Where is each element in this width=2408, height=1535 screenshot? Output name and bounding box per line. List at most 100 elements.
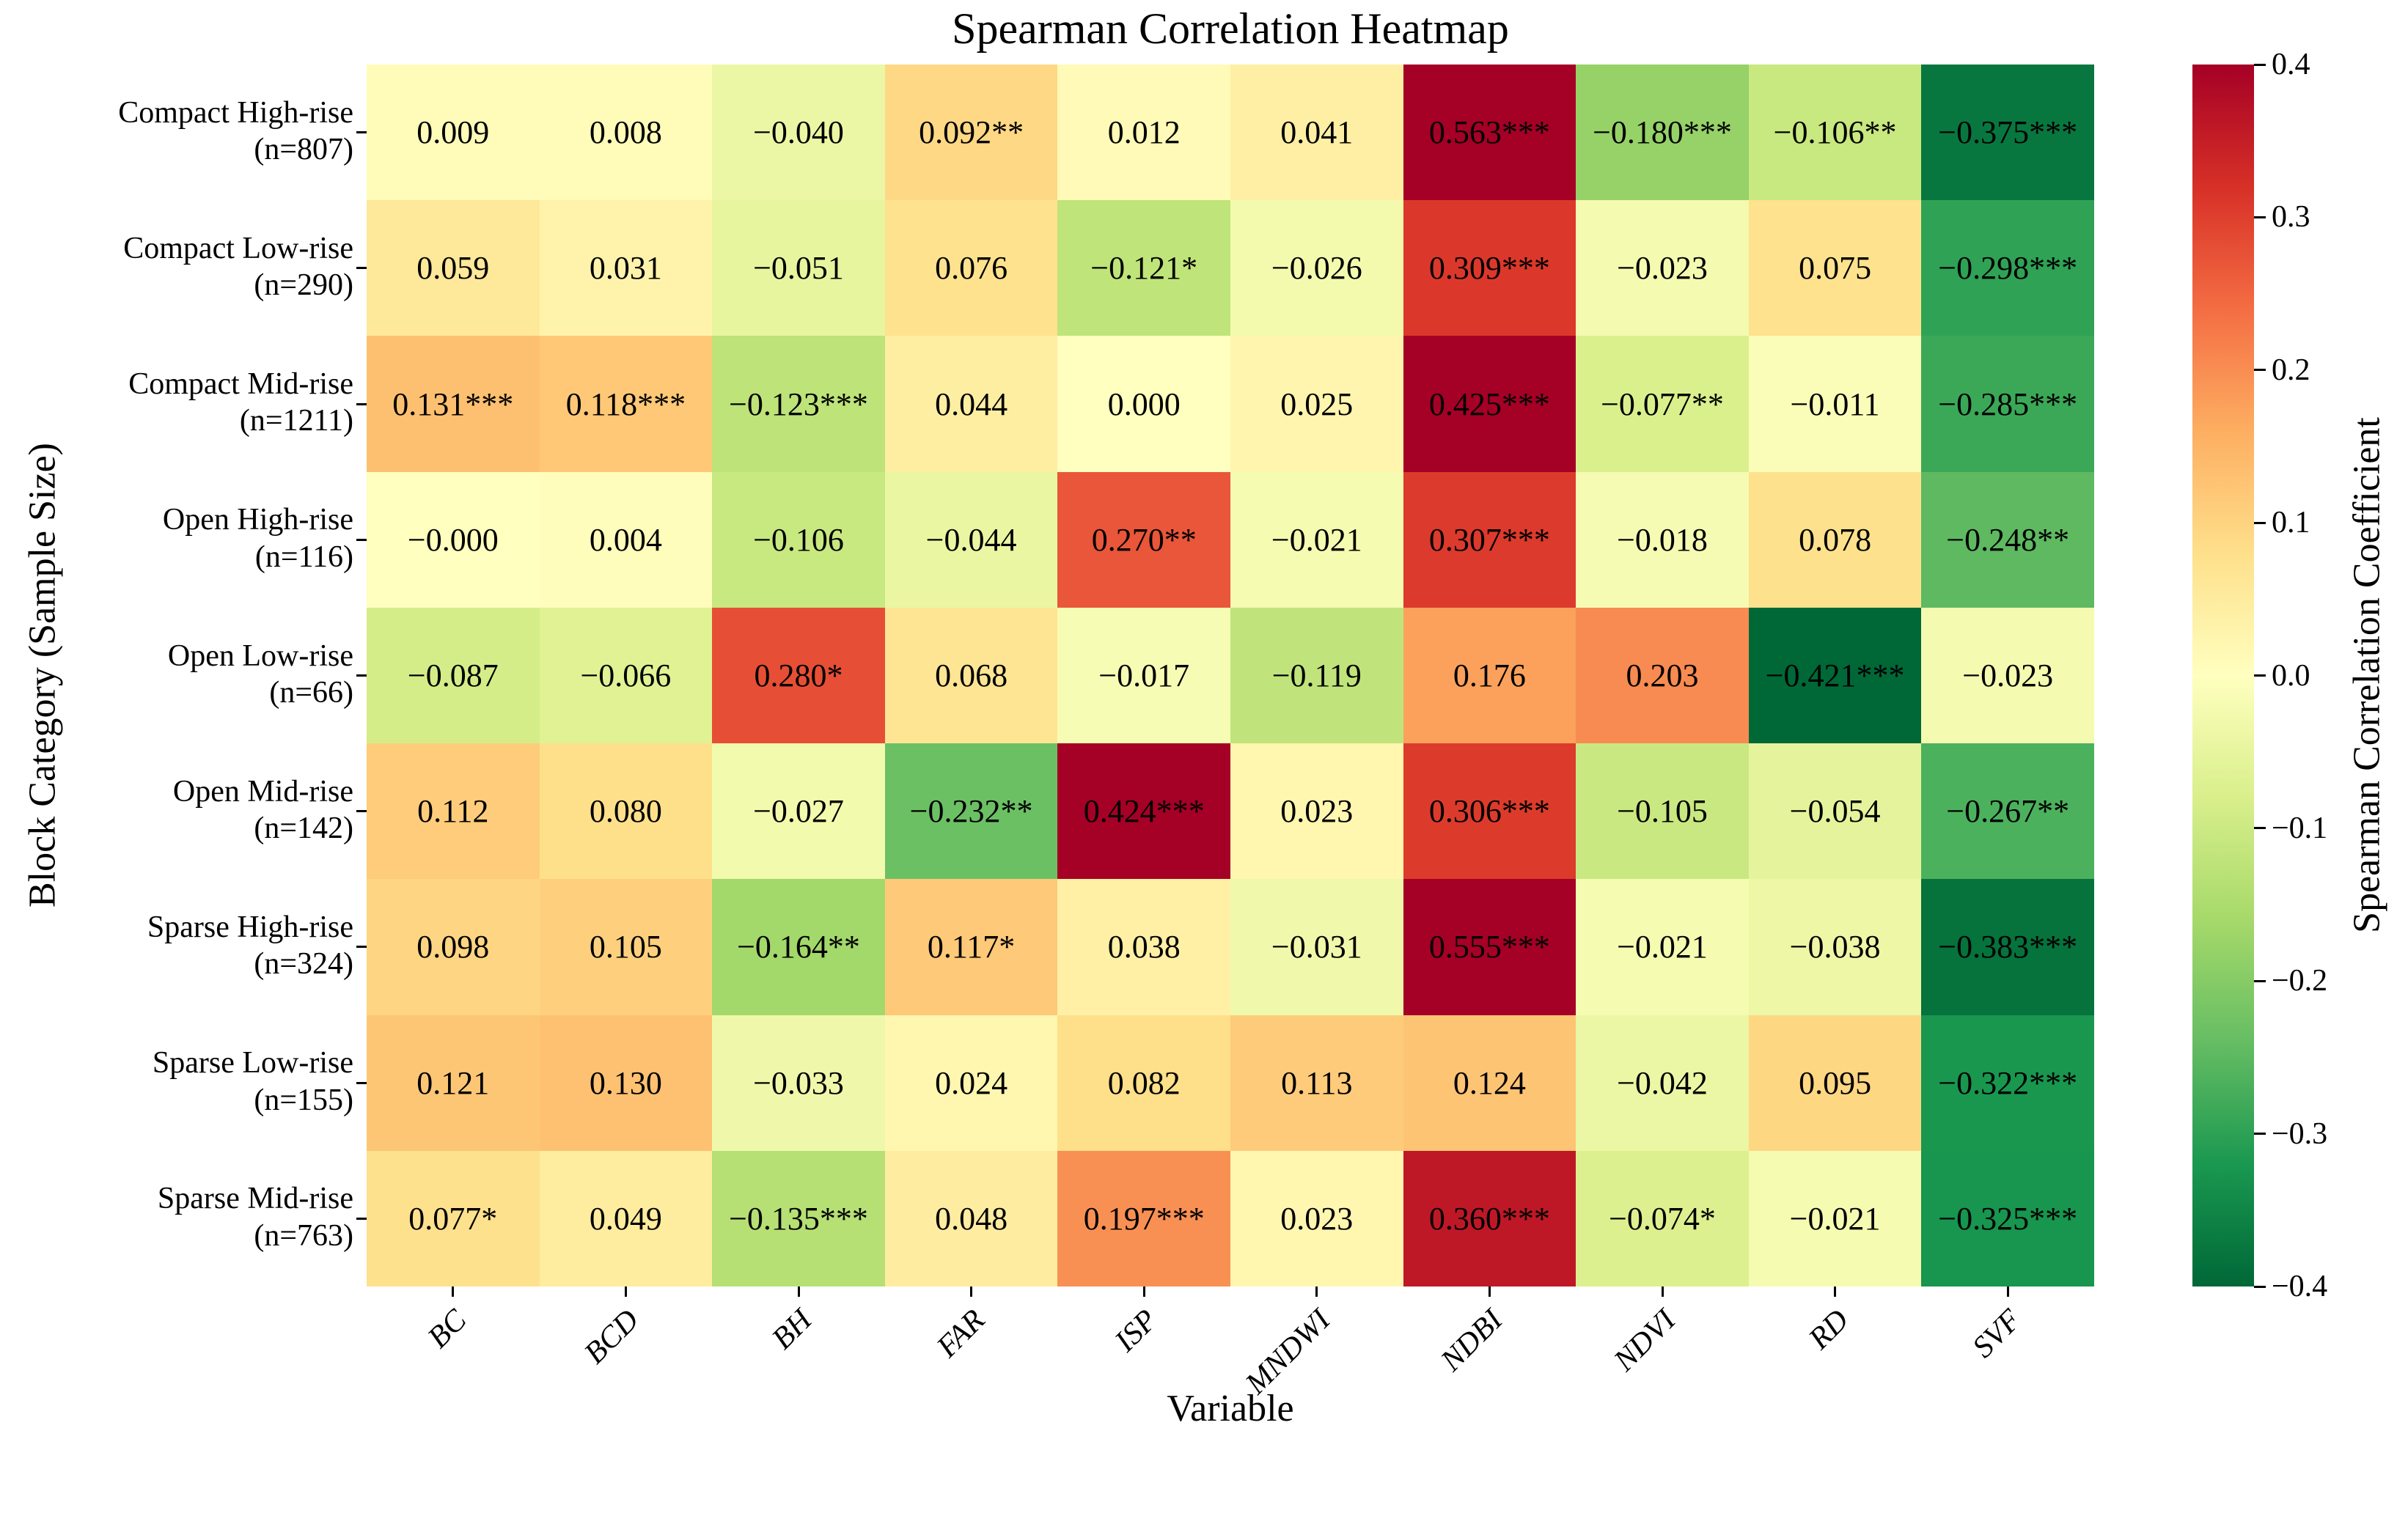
heatmap-cell: 0.360*** bbox=[1403, 1150, 1576, 1286]
colorbar-tick-label: −0.3 bbox=[2272, 1116, 2328, 1151]
heatmap-cell: −0.027 bbox=[712, 743, 885, 880]
heatmap-cell: 0.076 bbox=[884, 200, 1058, 336]
colorbar-tick-label: −0.4 bbox=[2272, 1270, 2328, 1303]
heatmap-cell: 0.024 bbox=[884, 1015, 1058, 1151]
y-tick-label: Sparse Mid-rise (n=763) bbox=[157, 1182, 353, 1253]
heatmap-cell: 0.309*** bbox=[1403, 200, 1576, 336]
heatmap-cell: 0.068 bbox=[884, 607, 1058, 744]
tick-mark bbox=[356, 402, 367, 405]
heatmap-cell: −0.023 bbox=[1921, 607, 2094, 744]
heatmap-grid: 0.009 0.008 −0.040 0.092** 0.012 0.041 0.563**… bbox=[367, 65, 2094, 1286]
tick-mark bbox=[2006, 1286, 2009, 1297]
tick-mark bbox=[2254, 63, 2266, 66]
heatmap-cell: −0.135*** bbox=[712, 1150, 885, 1286]
heatmap-cell: −0.121* bbox=[1057, 200, 1230, 336]
heatmap-cell: 0.041 bbox=[1230, 65, 1403, 201]
figure: Spearman Correlation Heatmap Block Categ… bbox=[21, 4, 2388, 1429]
heatmap-cell: −0.021 bbox=[1576, 879, 1749, 1015]
heatmap-cell: −0.031 bbox=[1230, 879, 1403, 1015]
heatmap-cell: −0.087 bbox=[367, 607, 540, 744]
heatmap-cell: 0.012 bbox=[1057, 65, 1230, 201]
heatmap-cell: 0.118*** bbox=[539, 336, 713, 472]
heatmap-cell: −0.180*** bbox=[1576, 65, 1749, 201]
heatmap-cell: 0.008 bbox=[539, 65, 713, 201]
heatmap-cell: 0.203 bbox=[1576, 607, 1749, 744]
colorbar-tick-label: 0.3 bbox=[2272, 200, 2310, 235]
tick-mark bbox=[2254, 674, 2266, 677]
heatmap-cell: −0.018 bbox=[1576, 471, 1749, 608]
heatmap-cell: 0.059 bbox=[367, 200, 540, 336]
heatmap-cell: 0.424*** bbox=[1057, 743, 1230, 880]
colorbar-tick-label: 0.0 bbox=[2272, 658, 2310, 693]
chart-title: Spearman Correlation Heatmap bbox=[952, 4, 1509, 53]
colorbar-tick-label: −0.1 bbox=[2272, 811, 2328, 845]
colorbar-tick-label: 0.2 bbox=[2272, 353, 2310, 387]
heatmap-cell: 0.306*** bbox=[1403, 743, 1576, 880]
heatmap-cell: 0.080 bbox=[539, 743, 713, 880]
tick-mark bbox=[2254, 216, 2266, 218]
heatmap-cell: 0.031 bbox=[539, 200, 713, 336]
heatmap-cell: 0.307*** bbox=[1403, 471, 1576, 608]
heatmap-cell: −0.322*** bbox=[1921, 1015, 2094, 1151]
heatmap-cell: −0.066 bbox=[539, 607, 713, 744]
heatmap-cell: −0.033 bbox=[712, 1015, 885, 1151]
heatmap-cell: −0.232** bbox=[884, 743, 1058, 880]
heatmap-cell: 0.098 bbox=[367, 879, 540, 1015]
heatmap-cell: 0.130 bbox=[539, 1015, 713, 1151]
tick-mark bbox=[1834, 1286, 1837, 1297]
colorbar-tick-label: −0.2 bbox=[2272, 964, 2328, 998]
heatmap-cell: 0.425*** bbox=[1403, 336, 1576, 472]
heatmap-cell: 0.004 bbox=[539, 471, 713, 608]
colorbar-tick-label: 0.4 bbox=[2272, 48, 2310, 81]
heatmap-cell: 0.092** bbox=[884, 65, 1058, 201]
heatmap-cell: −0.044 bbox=[884, 471, 1058, 608]
heatmap-cell: 0.563*** bbox=[1403, 65, 1576, 201]
heatmap-cell: −0.248** bbox=[1921, 471, 2094, 608]
tick-mark bbox=[624, 1286, 627, 1297]
heatmap-cell: −0.021 bbox=[1748, 1150, 1922, 1286]
y-tick-label: Compact Mid-rise (n=1211) bbox=[128, 367, 353, 438]
heatmap-cell: 0.025 bbox=[1230, 336, 1403, 472]
heatmap-cell: −0.023 bbox=[1576, 200, 1749, 336]
heatmap-cell: −0.051 bbox=[712, 200, 885, 336]
y-tick-label: Sparse Low-rise (n=155) bbox=[152, 1046, 353, 1117]
tick-mark bbox=[356, 267, 367, 270]
heatmap-cell: 0.197*** bbox=[1057, 1150, 1230, 1286]
tick-mark bbox=[356, 1081, 367, 1084]
heatmap-cell: 0.082 bbox=[1057, 1015, 1230, 1151]
tick-mark bbox=[356, 946, 367, 949]
heatmap-cell: −0.021 bbox=[1230, 471, 1403, 608]
heatmap-cell: 0.048 bbox=[884, 1150, 1058, 1286]
heatmap-cell: −0.105 bbox=[1576, 743, 1749, 880]
x-axis-label: Variable bbox=[1167, 1388, 1294, 1429]
heatmap-cell: −0.164** bbox=[712, 879, 885, 1015]
tick-mark bbox=[2254, 369, 2266, 372]
tick-mark bbox=[2254, 827, 2266, 830]
heatmap-cell: 0.075 bbox=[1748, 200, 1922, 336]
heatmap-cell: −0.106 bbox=[712, 471, 885, 608]
heatmap-cell: 0.131*** bbox=[367, 336, 540, 472]
heatmap-cell: 0.095 bbox=[1748, 1015, 1922, 1151]
tick-mark bbox=[2254, 1133, 2266, 1135]
heatmap-cell: −0.285*** bbox=[1921, 336, 2094, 472]
heatmap-cell: 0.049 bbox=[539, 1150, 713, 1286]
tick-mark bbox=[1488, 1286, 1491, 1297]
heatmap-cell: 0.124 bbox=[1403, 1015, 1576, 1151]
heatmap-cell: −0.077** bbox=[1576, 336, 1749, 472]
heatmap-cell: 0.044 bbox=[884, 336, 1058, 472]
heatmap-cell: 0.176 bbox=[1403, 607, 1576, 744]
tick-mark bbox=[356, 810, 367, 813]
heatmap-cell: −0.042 bbox=[1576, 1015, 1749, 1151]
tick-mark bbox=[970, 1286, 973, 1297]
y-tick-label: Sparse High-rise (n=324) bbox=[147, 910, 353, 982]
heatmap-cell: −0.074* bbox=[1576, 1150, 1749, 1286]
heatmap-cell: −0.017 bbox=[1057, 607, 1230, 744]
heatmap-cell: −0.026 bbox=[1230, 200, 1403, 336]
heatmap-cell: −0.054 bbox=[1748, 743, 1922, 880]
heatmap-cell: 0.280* bbox=[712, 607, 885, 744]
y-tick-label: Open High-rise (n=116) bbox=[162, 503, 353, 574]
heatmap-cell: −0.106** bbox=[1748, 65, 1922, 201]
tick-mark bbox=[2254, 979, 2266, 982]
heatmap-cell: 0.038 bbox=[1057, 879, 1230, 1015]
heatmap-cell: 0.117* bbox=[884, 879, 1058, 1015]
